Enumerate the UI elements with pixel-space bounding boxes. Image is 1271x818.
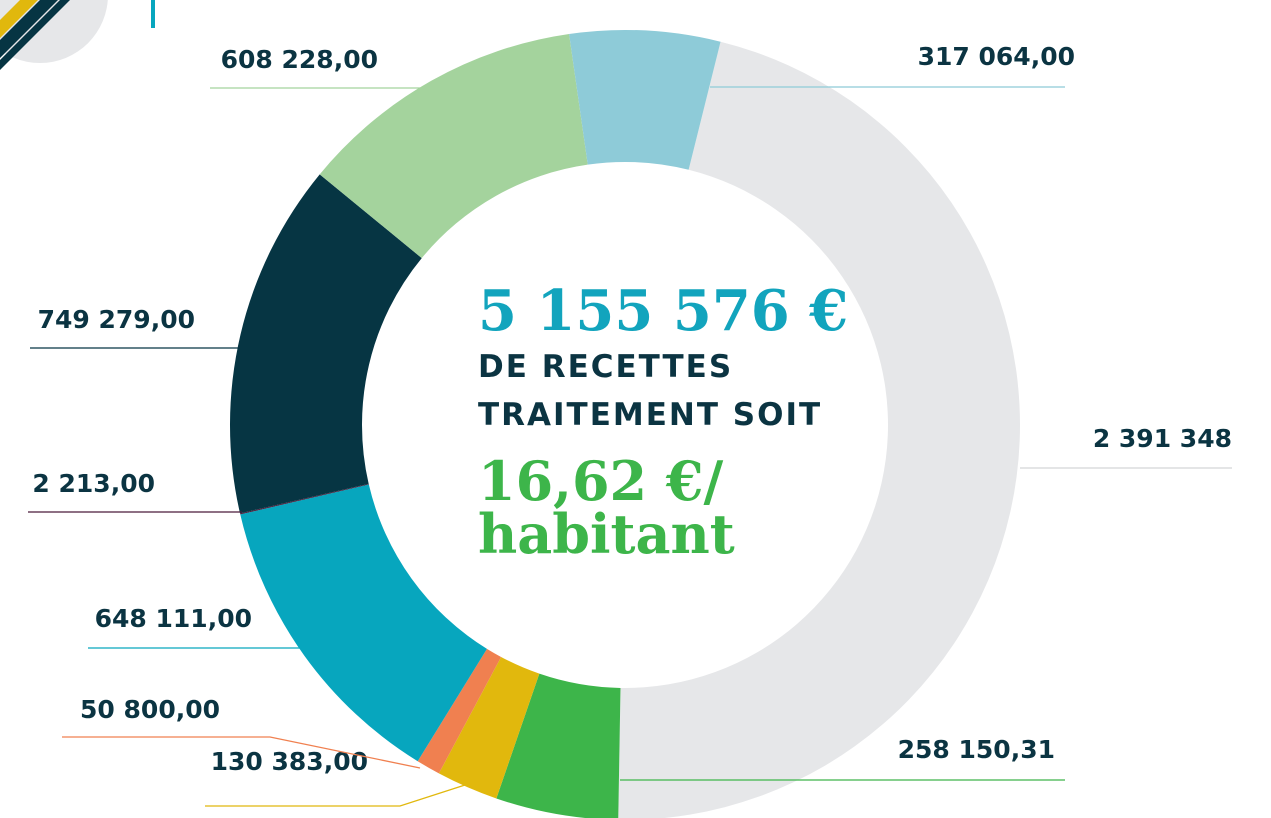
leader-line xyxy=(62,736,421,769)
labels: 2 391 348 258 150,31 130 383,00 50 800,00 64… xyxy=(28,42,1232,807)
center-total: 5 155 576 € xyxy=(478,278,848,344)
value-label: 2 391 348 xyxy=(1093,424,1232,453)
value-label: 50 800,00 xyxy=(80,695,220,724)
segment xyxy=(319,33,588,259)
center-per-capita: 16,62 €/ xyxy=(478,449,723,513)
value-label: 130 383,00 xyxy=(211,747,368,776)
segment xyxy=(569,29,721,170)
value-label: 648 111,00 xyxy=(95,604,252,633)
logo xyxy=(0,0,155,70)
center-line: DE RECETTES xyxy=(478,349,733,385)
segment xyxy=(618,41,1020,818)
center-per-capita: habitant xyxy=(478,502,735,566)
segment xyxy=(240,483,369,515)
value-label: 608 228,00 xyxy=(221,45,378,74)
value-label: 749 279,00 xyxy=(38,305,195,334)
segment xyxy=(438,656,540,799)
segment xyxy=(496,673,621,818)
segment xyxy=(229,174,422,514)
segment xyxy=(417,648,502,774)
leader-line xyxy=(205,784,466,807)
center-line: TRAITEMENT SOIT xyxy=(478,397,822,433)
donut xyxy=(229,29,1020,818)
segment xyxy=(240,484,487,762)
value-label: 258 150,31 xyxy=(898,735,1055,764)
value-label: 2 213,00 xyxy=(32,469,155,498)
value-label: 317 064,00 xyxy=(918,42,1075,71)
